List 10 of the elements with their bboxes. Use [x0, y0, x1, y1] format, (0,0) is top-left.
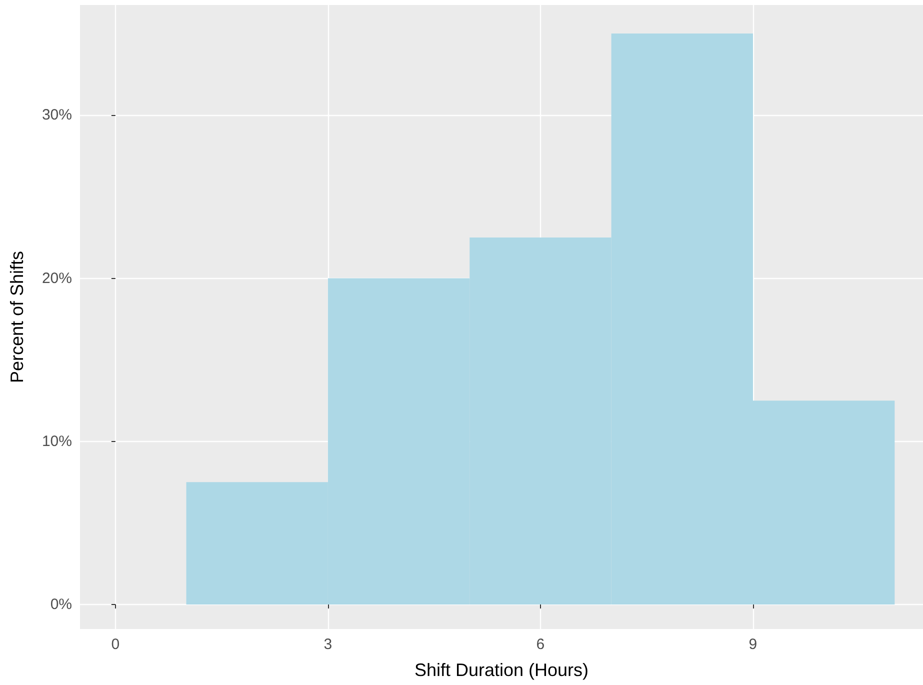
y-tick-label: 20%: [42, 270, 72, 287]
y-tick-label: 30%: [42, 106, 72, 124]
x-tick-label: 6: [536, 636, 545, 653]
x-tick-label: 9: [748, 636, 758, 653]
x-tick-label: 3: [324, 636, 332, 653]
x-tick-label: 0: [111, 636, 120, 653]
x-axis-title: Shift Duration (Hours): [414, 660, 589, 680]
y-axis-title: Percent of Shifts: [7, 250, 27, 384]
y-tick-label: 10%: [42, 432, 72, 450]
y-tick-label: 0%: [50, 596, 72, 614]
